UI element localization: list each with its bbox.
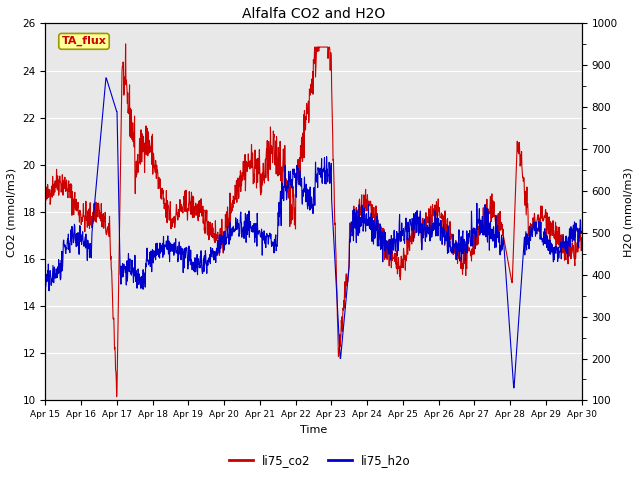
li75_h2o [106,84,113,90]
li75_co2 [42,194,49,200]
li75_h2o [510,385,518,391]
li75_h2o [102,75,110,81]
li75_co2 [83,216,91,222]
li75_h2o [269,243,277,249]
li75_co2 [105,221,113,227]
Y-axis label: CO2 (mmol/m3): CO2 (mmol/m3) [7,168,17,256]
li75_co2 [113,394,120,399]
li75_co2 [270,134,278,140]
li75_h2o [83,247,91,252]
li75_h2o [42,284,49,290]
li75_co2 [122,41,129,47]
Text: TA_flux: TA_flux [61,36,106,47]
li75_h2o [280,183,288,189]
li75_h2o [578,228,586,234]
Y-axis label: H2O (mmol/m3): H2O (mmol/m3) [623,167,633,257]
li75_h2o [347,224,355,229]
Legend: li75_co2, li75_h2o: li75_co2, li75_h2o [224,449,416,472]
Line: li75_co2: li75_co2 [45,44,582,396]
li75_co2 [348,228,355,233]
X-axis label: Time: Time [300,425,327,435]
li75_co2 [291,222,298,228]
Title: Alfalfa CO2 and H2O: Alfalfa CO2 and H2O [242,7,385,21]
li75_h2o [290,166,298,172]
li75_co2 [578,235,586,241]
Line: li75_h2o: li75_h2o [45,78,582,388]
li75_co2 [281,143,289,148]
